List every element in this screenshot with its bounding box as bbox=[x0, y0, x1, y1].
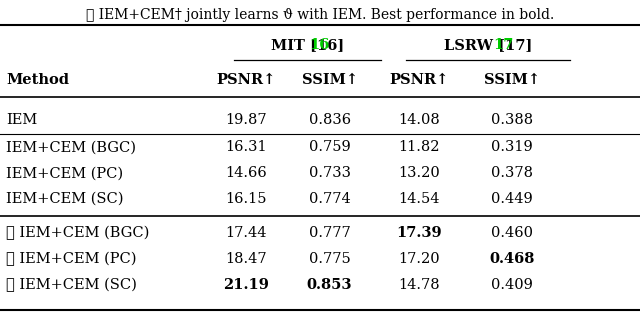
Text: 14.78: 14.78 bbox=[398, 278, 440, 292]
Text: 0.853: 0.853 bbox=[307, 278, 353, 292]
Text: 17: 17 bbox=[493, 38, 514, 52]
Text: 0.777: 0.777 bbox=[308, 226, 351, 240]
Text: 16.31: 16.31 bbox=[225, 140, 268, 154]
Text: IEM: IEM bbox=[6, 113, 38, 127]
Text: IEM+CEM (SC): IEM+CEM (SC) bbox=[6, 192, 124, 206]
Text: SSIM↑: SSIM↑ bbox=[484, 73, 540, 87]
Text: 0.388: 0.388 bbox=[491, 113, 533, 127]
Text: SSIM↑: SSIM↑ bbox=[301, 73, 358, 87]
Text: 16.15: 16.15 bbox=[226, 192, 267, 206]
Text: 0.409: 0.409 bbox=[491, 278, 533, 292]
Text: 11.82: 11.82 bbox=[399, 140, 440, 154]
Text: 14.66: 14.66 bbox=[225, 166, 268, 180]
Text: PSNR↑: PSNR↑ bbox=[390, 73, 449, 87]
Text: 14.54: 14.54 bbox=[399, 192, 440, 206]
Text: 16: 16 bbox=[310, 38, 330, 52]
Text: 18.47: 18.47 bbox=[225, 252, 268, 266]
Text: 0.449: 0.449 bbox=[491, 192, 533, 206]
Text: LSRW [17]: LSRW [17] bbox=[444, 38, 532, 52]
Text: 0.460: 0.460 bbox=[491, 226, 533, 240]
Text: 0.775: 0.775 bbox=[308, 252, 351, 266]
Text: 0.468: 0.468 bbox=[490, 252, 534, 266]
Text: Method: Method bbox=[6, 73, 69, 87]
Text: 21.19: 21.19 bbox=[223, 278, 269, 292]
Text: 0.319: 0.319 bbox=[491, 140, 533, 154]
Text: 0.774: 0.774 bbox=[308, 192, 351, 206]
Text: ⋆ IEM+CEM (SC): ⋆ IEM+CEM (SC) bbox=[6, 278, 137, 292]
Text: PSNR↑: PSNR↑ bbox=[217, 73, 276, 87]
Text: ⋆ IEM+CEM† jointly learns ϑ with IEM. Best performance in bold.: ⋆ IEM+CEM† jointly learns ϑ with IEM. Be… bbox=[86, 8, 554, 22]
Text: ⋆ IEM+CEM (PC): ⋆ IEM+CEM (PC) bbox=[6, 252, 137, 266]
Text: 14.08: 14.08 bbox=[398, 113, 440, 127]
Text: 19.87: 19.87 bbox=[225, 113, 268, 127]
Text: 13.20: 13.20 bbox=[398, 166, 440, 180]
Text: 0.759: 0.759 bbox=[308, 140, 351, 154]
Text: IEM+CEM (PC): IEM+CEM (PC) bbox=[6, 166, 124, 180]
Text: 0.378: 0.378 bbox=[491, 166, 533, 180]
Text: ⋆ IEM+CEM (BGC): ⋆ IEM+CEM (BGC) bbox=[6, 226, 150, 240]
Text: 0.733: 0.733 bbox=[308, 166, 351, 180]
Text: MIT [16]: MIT [16] bbox=[271, 38, 344, 52]
Text: IEM+CEM (BGC): IEM+CEM (BGC) bbox=[6, 140, 136, 154]
Text: 0.836: 0.836 bbox=[308, 113, 351, 127]
Text: 17.20: 17.20 bbox=[398, 252, 440, 266]
Text: 17.44: 17.44 bbox=[226, 226, 267, 240]
Text: 17.39: 17.39 bbox=[396, 226, 442, 240]
